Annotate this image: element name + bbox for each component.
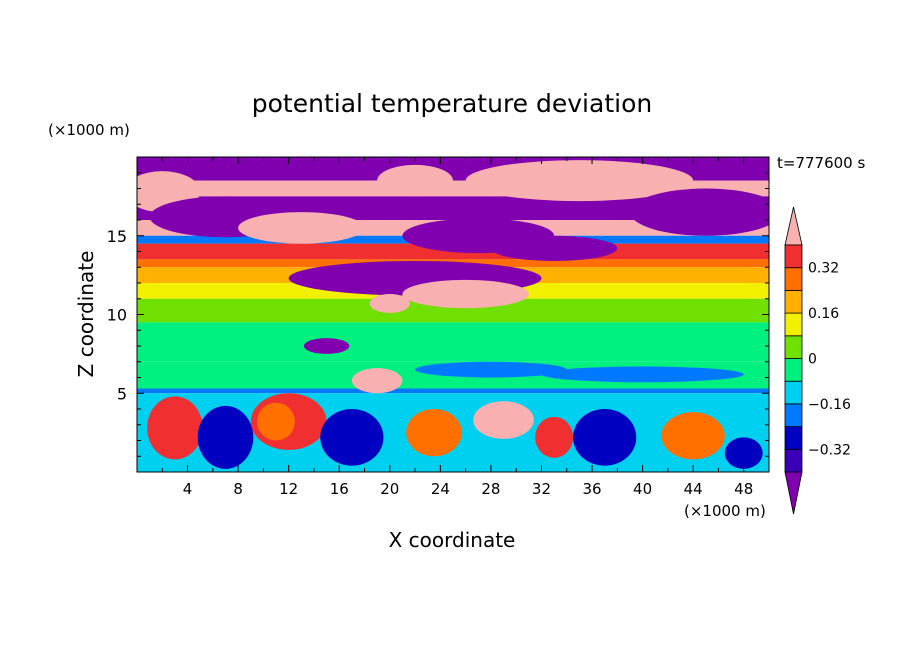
feature-19	[320, 409, 384, 466]
colorbar-extend-bottom	[784, 471, 803, 515]
feature-13	[415, 361, 567, 378]
colorbar-label: 0.16	[808, 306, 839, 322]
time-label: t=777600 s	[777, 154, 865, 172]
x-tick-label: 44	[684, 480, 703, 498]
x-tick-label: 28	[481, 480, 500, 498]
colorbar-extend-top	[784, 206, 803, 246]
feature-10	[369, 294, 411, 313]
x-tick-label: 36	[582, 480, 601, 498]
colorbar-label: −0.16	[808, 397, 851, 413]
feature-23	[573, 409, 637, 466]
colorbar-label: −0.32	[808, 442, 851, 458]
feature-18	[197, 405, 254, 469]
feature-4	[238, 212, 365, 244]
feature-20	[406, 409, 462, 457]
colorbar-label: 0.32	[808, 261, 839, 277]
colorbar-swatch	[784, 403, 803, 427]
feature-25	[724, 437, 763, 469]
feature-12	[303, 338, 350, 354]
chart-title: potential temperature deviation	[252, 89, 652, 118]
colorbar-label: 0	[808, 352, 817, 368]
feature-2	[465, 160, 694, 202]
x-tick-label: 8	[233, 480, 243, 498]
colorbar-swatch	[784, 358, 803, 382]
y-axis: 5 10 15	[107, 172, 769, 457]
band-10	[137, 322, 769, 362]
feature-21	[473, 401, 534, 439]
x-axis-label: X coordinate	[389, 528, 516, 552]
feature-8	[490, 235, 618, 261]
feature-22	[535, 416, 574, 458]
colorbar-swatch	[784, 312, 803, 337]
x-tick-label: 12	[279, 480, 298, 498]
colorbar-swatch	[784, 267, 803, 291]
colorbar: 0.32 0.16 0 −0.16 −0.32	[784, 206, 851, 515]
feature-1	[377, 164, 453, 197]
x-tick-label: 40	[633, 480, 652, 498]
y-tick-label: 15	[107, 227, 127, 246]
x-tick-label: 4	[183, 480, 193, 498]
feature-6	[629, 188, 769, 236]
colorbar-swatch	[784, 335, 803, 359]
feature-24	[661, 412, 725, 460]
x-tick-label: 48	[734, 480, 753, 498]
x-unit-label: (×1000 m)	[684, 502, 766, 520]
y-unit-label: (×1000 m)	[48, 121, 130, 139]
feature-11	[351, 368, 403, 394]
x-axis: 4 8 12 16 20 24 28 32 36 40 44 48	[161, 157, 753, 498]
x-tick-label: 20	[380, 480, 399, 498]
x-tick-label: 24	[431, 480, 450, 498]
band-12	[137, 388, 769, 394]
feature-14	[541, 366, 744, 383]
colorbar-swatch	[784, 426, 803, 450]
band-9	[137, 298, 769, 323]
feature-15	[147, 396, 203, 460]
y-axis-label: Z coordinate	[74, 251, 98, 378]
x-tick-label: 16	[330, 480, 349, 498]
feature-17	[257, 402, 295, 441]
colorbar-swatch	[784, 448, 803, 473]
colorbar-swatch	[784, 244, 803, 269]
colorbar-swatch	[784, 289, 803, 314]
y-tick-label: 10	[107, 306, 127, 325]
x-tick-label: 32	[532, 480, 551, 498]
contour-field	[137, 157, 769, 472]
y-tick-label: 5	[117, 384, 127, 403]
feature-9	[402, 279, 529, 309]
colorbar-swatch	[784, 380, 803, 405]
